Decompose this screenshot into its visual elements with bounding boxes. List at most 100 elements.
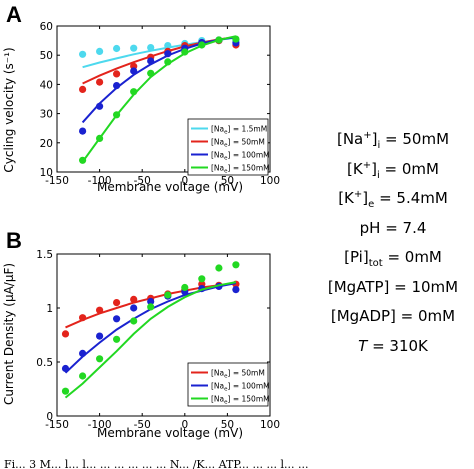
panel-b-letter: B xyxy=(6,228,22,253)
data-point-100mM xyxy=(79,349,87,357)
data-point-150mM xyxy=(147,69,155,77)
x-tick-label: 0 xyxy=(181,175,188,187)
axes-frame xyxy=(56,253,271,417)
x-tick-label: -100 xyxy=(88,419,112,431)
data-point-1.5mM xyxy=(130,44,138,52)
data-point-100mM xyxy=(130,67,138,75)
legend-entry: [Nae] = 100mM xyxy=(211,382,270,393)
legend-entry: [Nae] = 150mM xyxy=(211,164,270,175)
y-tick-label: 40 xyxy=(40,79,53,91)
panel-b-chart: B -150 -100 -50 0 50 100 0 0.5 1 1.5 [Nae] = 50mM [… xyxy=(2,228,280,440)
panel-b-xlabel: Membrane voltage (mV) xyxy=(97,426,243,440)
data-point-150mM xyxy=(164,58,172,66)
x-tick-label: -150 xyxy=(45,419,69,431)
x-tick-label: 0 xyxy=(181,419,188,431)
legend-entry: [Nae] = 50mM xyxy=(211,138,265,149)
panel-a-xlabel: Membrane voltage (mV) xyxy=(97,180,243,194)
data-point-50mM xyxy=(61,330,70,338)
data-point-100mM xyxy=(79,127,87,135)
data-point-150mM xyxy=(113,335,121,343)
condition-line: [K+]i = 0mM xyxy=(347,159,439,181)
data-point-150mM xyxy=(61,387,70,395)
condition-line: [Pi]tot = 0mM xyxy=(344,248,442,269)
condition-line: [MgADP] = 0mM xyxy=(330,307,456,325)
x-tick-label: -50 xyxy=(134,419,151,431)
data-point-50mM xyxy=(79,314,87,322)
y-tick-label: 10 xyxy=(40,167,53,179)
data-point-1.5mM xyxy=(164,42,172,50)
data-point-150mM xyxy=(96,355,104,363)
legend-entry: [Nae] = 100mM xyxy=(211,151,270,162)
x-tick-label: -50 xyxy=(134,175,151,187)
series-fit-line-150mM xyxy=(81,35,237,163)
data-point-150mM xyxy=(198,275,206,283)
panel-b-ylabel: Current Density (μA/μF) xyxy=(2,263,16,405)
data-point-100mM xyxy=(113,82,121,90)
data-point-100mM xyxy=(96,102,104,110)
panel-a-plot-area: -150 -100 -50 0 50 100 10 20 30 40 50 60 [Nae] = 1.5… xyxy=(40,21,280,187)
data-point-150mM xyxy=(215,36,223,44)
data-point-50mM xyxy=(130,295,138,303)
data-point-1.5mM xyxy=(147,44,155,52)
series-fit-line-100mM xyxy=(81,36,237,124)
legend-entry: [Nae] = 1.5mM xyxy=(211,125,267,136)
data-point-150mM xyxy=(164,291,172,299)
data-point-100mM xyxy=(130,304,138,312)
data-point-100mM xyxy=(61,364,70,373)
x-tick-label: -100 xyxy=(88,175,112,187)
x-tick-label: 50 xyxy=(221,175,234,187)
data-point-100mM xyxy=(113,315,121,323)
data-point-100mM xyxy=(164,50,172,58)
x-tick-label: 100 xyxy=(260,419,280,431)
condition-line: pH = 7.4 xyxy=(359,218,427,237)
data-point-150mM xyxy=(130,317,138,325)
y-tick-label: 1.5 xyxy=(36,249,53,261)
y-tick-label: 1 xyxy=(46,303,53,315)
axes-frame xyxy=(56,25,271,173)
y-tick-label: 0.5 xyxy=(36,357,53,369)
y-tick-label: 50 xyxy=(40,50,53,62)
data-point-50mM xyxy=(96,306,104,314)
data-point-50mM xyxy=(96,78,104,86)
data-point-150mM xyxy=(232,261,240,269)
data-point-50mM xyxy=(113,299,121,307)
figure-caption-fragment: Fi... 3 M... l... l... ... ... ... ... .… xyxy=(4,458,308,469)
series-fit-line-150mM xyxy=(64,281,237,399)
y-tick-label: 60 xyxy=(40,21,53,33)
data-point-100mM xyxy=(147,57,155,65)
data-point-150mM xyxy=(215,264,223,272)
condition-line: [Na+]i = 50mM xyxy=(336,130,450,151)
y-tick-label: 20 xyxy=(40,138,53,150)
y-tick-label: 30 xyxy=(40,109,53,121)
data-point-150mM xyxy=(198,41,206,49)
x-tick-label: 100 xyxy=(260,175,280,187)
data-point-150mM xyxy=(232,35,240,43)
data-point-1.5mM xyxy=(96,47,104,56)
panel-b-plot-area: -150 -100 -50 0 50 100 0 0.5 1 1.5 [Nae] = 50mM [Na… xyxy=(36,249,280,431)
panel-a-ylabel: Cycling velocity (s⁻¹) xyxy=(2,47,16,172)
panel-a-chart: A -150 -100 -50 0 50 100 10 20 30 40 50 60 [Nae] = 1… xyxy=(2,2,280,194)
condition-line: T = 310K xyxy=(358,336,428,355)
data-point-150mM xyxy=(147,303,155,311)
data-point-50mM xyxy=(113,70,121,78)
data-point-100mM xyxy=(232,286,240,294)
data-point-150mM xyxy=(130,88,138,96)
data-point-150mM xyxy=(181,283,189,292)
x-tick-label: 50 xyxy=(221,419,234,431)
legend-entry: [Nae] = 150mM xyxy=(211,395,270,406)
data-point-1.5mM xyxy=(79,50,87,58)
x-tick-label: -150 xyxy=(45,175,69,187)
data-point-100mM xyxy=(96,332,104,340)
data-point-150mM xyxy=(79,372,87,380)
data-point-150mM xyxy=(181,48,189,56)
condition-line: [K+]e = 5.4mM xyxy=(338,189,448,210)
panel-a-letter: A xyxy=(6,2,22,27)
data-point-100mM xyxy=(147,297,155,306)
data-point-50mM xyxy=(79,85,87,93)
data-point-150mM xyxy=(113,111,121,119)
legend-entry: [Nae] = 50mM xyxy=(211,369,265,380)
data-point-150mM xyxy=(79,156,87,164)
data-point-150mM xyxy=(96,134,104,142)
condition-line: [MgATP] = 10mM xyxy=(327,277,459,296)
